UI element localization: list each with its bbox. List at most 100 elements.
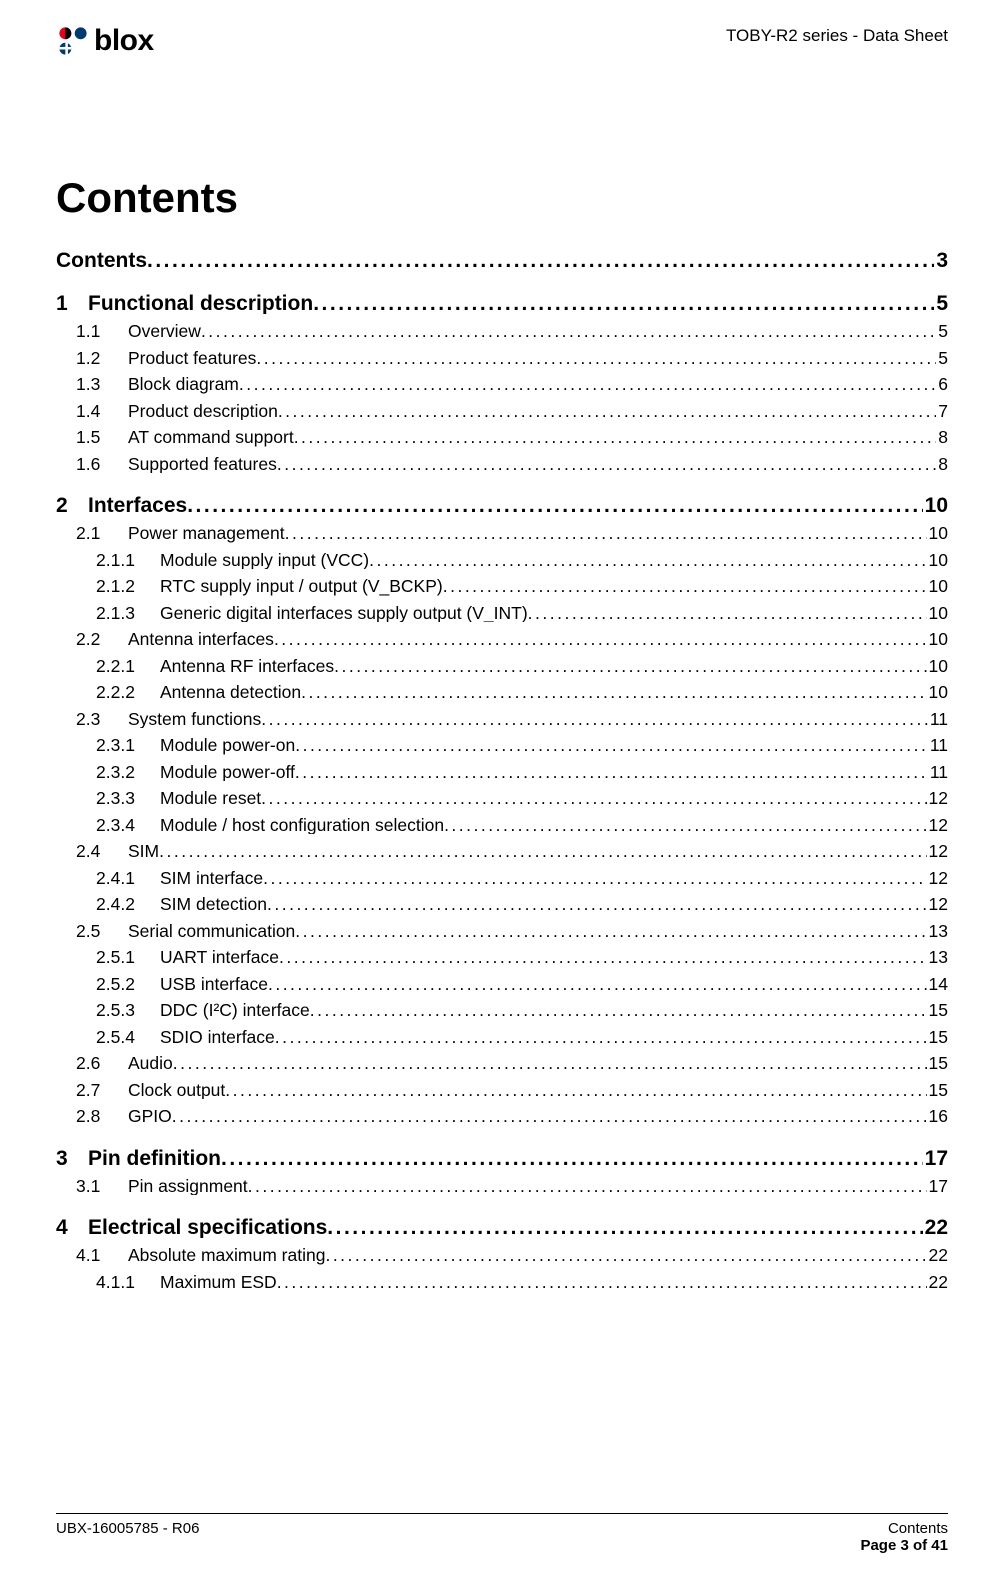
toc-entry[interactable]: 2.3System functions 11: [76, 711, 948, 729]
toc-entry[interactable]: 2.1Power management 10: [76, 525, 948, 543]
toc-label: 1.3Block diagram: [76, 376, 239, 394]
toc-number: 2.7: [76, 1082, 128, 1100]
toc-text: Contents: [56, 250, 147, 271]
toc-entry[interactable]: 1.6Supported features 8: [76, 456, 948, 474]
toc-entry[interactable]: 2.7Clock output 15: [76, 1082, 948, 1100]
toc-page: 10: [927, 525, 948, 543]
toc-entry[interactable]: 1.2Product features 5: [76, 350, 948, 368]
toc-entry[interactable]: 3.1Pin assignment 17: [76, 1178, 948, 1196]
toc-entry[interactable]: 2.4SIM 12: [76, 843, 948, 861]
toc-entry[interactable]: Contents 3: [56, 250, 948, 271]
toc-number: 2.3.1: [96, 737, 160, 755]
toc-entry[interactable]: 1Functional description 5: [56, 293, 948, 314]
toc-text: Product features: [128, 350, 256, 368]
toc-number: 2: [56, 495, 88, 516]
toc-leader: [327, 1217, 922, 1238]
toc-label: 2.1.1Module supply input (VCC): [96, 552, 369, 570]
toc-number: 2.3: [76, 711, 128, 729]
toc-entry[interactable]: 1.3Block diagram 6: [76, 376, 948, 394]
toc-leader: [221, 1148, 923, 1169]
toc-page: 10: [927, 631, 948, 649]
toc-page: 22: [923, 1217, 948, 1238]
toc-number: 2.6: [76, 1055, 128, 1073]
toc-label: 2.6Audio: [76, 1055, 173, 1073]
toc-entry[interactable]: 2Interfaces 10: [56, 495, 948, 516]
toc-number: 2.5: [76, 923, 128, 941]
toc-label: 2.3.3Module reset: [96, 790, 261, 808]
toc-number: 2.1.3: [96, 605, 160, 623]
toc-number: 1.3: [76, 376, 128, 394]
toc-entry[interactable]: 2.3.4Module / host configuration selecti…: [96, 817, 948, 835]
toc-page: 10: [923, 495, 948, 516]
toc-number: 1.1: [76, 323, 128, 341]
toc-entry[interactable]: 2.1.2RTC supply input / output (V_BCKP) …: [96, 578, 948, 596]
toc-page: 17: [927, 1178, 948, 1196]
toc-entry[interactable]: 1.1Overview 5: [76, 323, 948, 341]
toc-entry[interactable]: 2.5.3DDC (I²C) interface 15: [96, 1002, 948, 1020]
toc-leader: [172, 1108, 927, 1126]
toc-text: Module / host configuration selection: [160, 817, 444, 835]
toc-entry[interactable]: 1.4Product description 7: [76, 403, 948, 421]
toc-entry[interactable]: 2.5.4SDIO interface 15: [96, 1029, 948, 1047]
toc-page: 12: [927, 870, 948, 888]
toc-entry[interactable]: 2.4.2SIM detection 12: [96, 896, 948, 914]
toc-label: 2.3.2Module power-off: [96, 764, 295, 782]
page-header: blox TOBY-R2 series - Data Sheet: [56, 24, 948, 84]
toc-leader: [295, 923, 926, 941]
toc-text: Antenna RF interfaces: [160, 658, 334, 676]
toc-leader: [294, 429, 937, 447]
toc-text: Audio: [128, 1055, 173, 1073]
toc-entry[interactable]: 1.5AT command support 8: [76, 429, 948, 447]
toc-page: 12: [927, 896, 948, 914]
toc-page: 10: [927, 684, 948, 702]
toc-number: 2.3.2: [96, 764, 160, 782]
toc-page: 13: [927, 949, 948, 967]
toc-page: 16: [927, 1108, 948, 1126]
toc-label: 3Pin definition: [56, 1148, 221, 1169]
toc-page: 10: [927, 605, 948, 623]
toc-entry[interactable]: 2.3.3Module reset 12: [96, 790, 948, 808]
toc-label: 2.2.1Antenna RF interfaces: [96, 658, 334, 676]
toc-page: 10: [927, 658, 948, 676]
toc-text: Absolute maximum rating: [128, 1247, 325, 1265]
toc-text: Generic digital interfaces supply output…: [160, 605, 528, 623]
toc-page: 6: [936, 376, 948, 394]
toc-entry[interactable]: 2.2Antenna interfaces 10: [76, 631, 948, 649]
toc-text: RTC supply input / output (V_BCKP): [160, 578, 443, 596]
toc-leader: [173, 1055, 927, 1073]
toc-entry[interactable]: 2.3.2Module power-off 11: [96, 764, 948, 782]
toc-page: 3: [934, 250, 948, 271]
toc-number: 1.5: [76, 429, 128, 447]
toc-entry[interactable]: 2.5.1UART interface 13: [96, 949, 948, 967]
toc-entry[interactable]: 2.1.1Module supply input (VCC) 10: [96, 552, 948, 570]
toc-text: Block diagram: [128, 376, 239, 394]
toc-entry[interactable]: 2.4.1SIM interface 12: [96, 870, 948, 888]
toc-entry[interactable]: 3Pin definition 17: [56, 1148, 948, 1169]
toc-entry[interactable]: 4Electrical specifications 22: [56, 1217, 948, 1238]
toc-number: 2.1.1: [96, 552, 160, 570]
toc-page: 11: [928, 764, 948, 782]
toc-number: 3.1: [76, 1178, 128, 1196]
toc-entry[interactable]: 2.6Audio 15: [76, 1055, 948, 1073]
toc-entry[interactable]: 2.5.2USB interface 14: [96, 976, 948, 994]
toc-entry[interactable]: 2.5Serial communication 13: [76, 923, 948, 941]
toc-entry[interactable]: 4.1Absolute maximum rating 22: [76, 1247, 948, 1265]
toc-leader: [261, 790, 926, 808]
toc-number: 2.4: [76, 843, 128, 861]
toc-number: 2.3.3: [96, 790, 160, 808]
toc-entry[interactable]: 4.1.1Maximum ESD 22: [96, 1274, 948, 1292]
toc-entry[interactable]: 2.3.1Module power-on 11: [96, 737, 948, 755]
toc-entry[interactable]: 2.8GPIO 16: [76, 1108, 948, 1126]
toc-label: 1Functional description: [56, 293, 313, 314]
toc-text: Power management: [128, 525, 285, 543]
toc-text: Module power-on: [160, 737, 295, 755]
toc-number: 2.5.4: [96, 1029, 160, 1047]
toc-page: 7: [936, 403, 948, 421]
toc-page: 5: [934, 293, 948, 314]
toc-entry[interactable]: 2.2.1Antenna RF interfaces 10: [96, 658, 948, 676]
toc-label: 2.5Serial communication: [76, 923, 295, 941]
toc-entry[interactable]: 2.2.2Antenna detection 10: [96, 684, 948, 702]
footer-section: Contents: [860, 1520, 948, 1537]
toc-entry[interactable]: 2.1.3Generic digital interfaces supply o…: [96, 605, 948, 623]
toc-number: 2.5.3: [96, 1002, 160, 1020]
